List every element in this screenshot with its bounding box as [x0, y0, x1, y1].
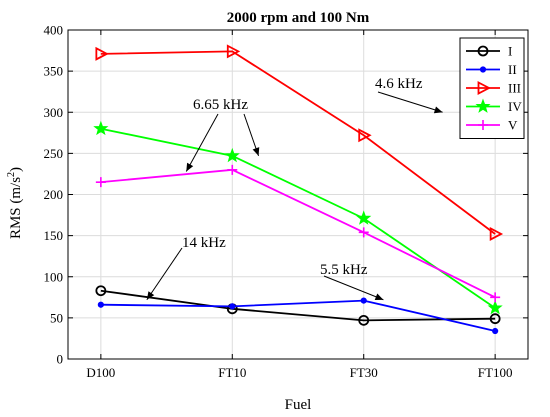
data-point [95, 177, 106, 188]
y-tick-label: 250 [44, 146, 64, 161]
legend-marker [478, 120, 488, 130]
x-tick-label: D100 [86, 365, 115, 380]
y-tick-label: 50 [50, 310, 63, 325]
legend-entry-IV: IV [466, 98, 522, 114]
data-point [227, 164, 238, 175]
legend-marker [477, 81, 491, 95]
data-point [490, 292, 501, 303]
legend-label: IV [508, 99, 522, 114]
y-axis-ticks: 0 50 100 150 200 250 300 350 400 [44, 23, 528, 367]
legend-label: V [508, 118, 518, 133]
series-II [97, 297, 499, 335]
annotation-label: 6.65 kHz [193, 97, 248, 113]
y-tick-label: 350 [44, 64, 64, 79]
annotation-arrow [377, 91, 443, 114]
annotation-arrow [185, 113, 219, 172]
data-point [356, 210, 372, 225]
series-III [95, 44, 504, 241]
x-tick-label: FT10 [218, 365, 246, 380]
x-axis-ticks: D100 FT10 FT30 FT100 [86, 30, 512, 380]
legend-label: III [508, 81, 521, 96]
annotation-label: 4.6 kHz [375, 76, 423, 92]
data-point [487, 300, 503, 315]
y-tick-label: 0 [57, 352, 64, 367]
y-tick-label: 300 [44, 105, 64, 120]
series-line [100, 127, 496, 309]
annotation-arrow [323, 275, 384, 301]
series-line [100, 50, 496, 235]
series-IV [93, 120, 503, 315]
y-tick-label: 150 [44, 228, 64, 243]
data-point [97, 301, 104, 308]
grid-lines [68, 30, 528, 359]
legend-entry-II: II [466, 62, 517, 77]
annotations: 4.6 kHz 6.65 kHz 14 kHz 5.5 kHz [146, 76, 443, 301]
series-line [100, 299, 496, 332]
y-tick-label: 200 [44, 187, 64, 202]
data-point [360, 297, 367, 304]
x-tick-label: FT30 [350, 365, 378, 380]
legend-label: II [508, 62, 517, 77]
annotation-label: 5.5 kHz [320, 262, 368, 278]
data-point [226, 44, 241, 59]
series-V [95, 164, 501, 303]
annotation-label: 14 kHz [182, 235, 226, 251]
series-I [95, 285, 501, 326]
data-point [358, 128, 372, 143]
series-line [100, 168, 496, 299]
legend-marker [475, 98, 491, 113]
data-point [95, 46, 109, 61]
x-axis-label: Fuel [285, 397, 312, 413]
series-line [100, 289, 496, 322]
y-axis-label-main: RMS (m/s [8, 177, 24, 239]
legend-entry-III: III [466, 81, 521, 96]
legend-marker [479, 66, 487, 73]
series-layer [93, 44, 504, 335]
data-point [224, 147, 240, 163]
data-point [358, 227, 369, 238]
x-tick-label: FT100 [478, 365, 513, 380]
legend-label: I [508, 44, 512, 59]
data-point [492, 327, 499, 335]
annotation-arrow [243, 113, 260, 157]
chart-title: 2000 rpm and 100 Nm [227, 10, 370, 26]
legend-entry-I: I [466, 44, 512, 59]
data-point [93, 120, 109, 136]
legend-entry-V: V [466, 118, 518, 133]
data-point [229, 303, 236, 310]
y-axis-label-tail: ) [8, 167, 24, 172]
y-axis-label-superscript: 2 [6, 172, 17, 177]
data-point [489, 226, 504, 241]
y-tick-label: 400 [44, 23, 64, 38]
legend-marker [477, 45, 489, 57]
data-point [95, 285, 107, 297]
annotation-arrow [146, 247, 183, 301]
data-point [358, 314, 370, 326]
y-tick-label: 100 [44, 269, 64, 284]
y-axis-label: RMS (m/s2) [6, 167, 24, 239]
data-point [489, 313, 501, 325]
